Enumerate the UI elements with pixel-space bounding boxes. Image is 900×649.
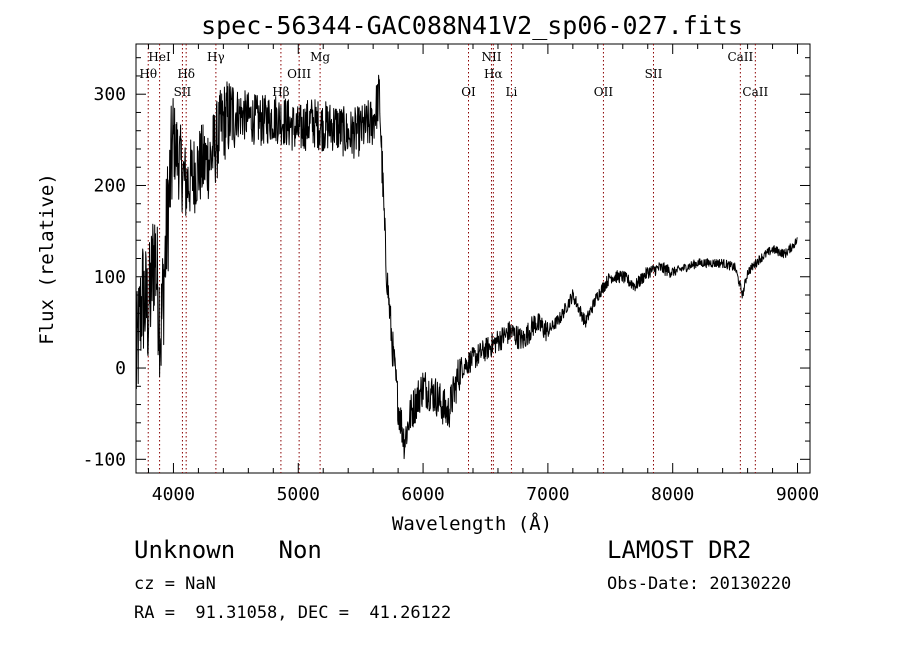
line-label: HeI xyxy=(148,50,171,64)
spectral-line-markers xyxy=(147,44,756,473)
line-label: OI xyxy=(461,85,476,99)
x-axis-ticks: 4000 5000 6000 7000 8000 9000 xyxy=(147,44,819,505)
x-tick-label: 6000 xyxy=(401,484,444,505)
line-label: OIII xyxy=(287,67,311,81)
y-axis-label: Flux (relative) xyxy=(36,173,58,345)
line-label: Hα xyxy=(484,67,503,81)
line-label: Hδ xyxy=(177,67,195,81)
y-tick-label: 200 xyxy=(93,175,126,196)
line-label: Hθ xyxy=(139,67,157,81)
spectrum-series xyxy=(135,74,798,460)
y-axis-ticks: -100 0 100 200 300 xyxy=(83,57,810,470)
x-tick-label: 7000 xyxy=(526,484,569,505)
line-label: CaII xyxy=(742,85,768,99)
line-label: Hγ xyxy=(207,50,225,64)
spectrum-line xyxy=(135,74,798,460)
x-tick-label: 8000 xyxy=(651,484,694,505)
x-tick-label: 4000 xyxy=(152,484,195,505)
observation-date: Obs-Date: 20130220 xyxy=(607,574,792,594)
x-tick-label: 5000 xyxy=(277,484,320,505)
line-label: NII xyxy=(481,50,501,64)
x-tick-label: 9000 xyxy=(776,484,819,505)
line-label: OII xyxy=(594,85,614,99)
y-tick-label: 100 xyxy=(93,267,126,288)
spectrum-chart: spec-56344-GAC088N41V2_sp06-027.fits HθH… xyxy=(36,11,819,535)
y-tick-label: 300 xyxy=(93,84,126,105)
y-tick-label: 0 xyxy=(115,358,126,379)
y-tick-label: -100 xyxy=(83,449,126,470)
line-label: CaII xyxy=(727,50,753,64)
chart-title: spec-56344-GAC088N41V2_sp06-027.fits xyxy=(201,11,743,40)
classification-text: Unknown Non xyxy=(134,536,322,564)
line-label: Hβ xyxy=(272,85,289,99)
line-label: SII xyxy=(645,67,663,81)
x-axis-label: Wavelength (Å) xyxy=(392,512,552,535)
line-label: Li xyxy=(506,85,518,99)
survey-name: LAMOST DR2 xyxy=(607,536,752,564)
line-label: Mg xyxy=(310,50,330,64)
coordinates-text: RA = 91.31058, DEC = 41.26122 xyxy=(134,603,452,623)
line-label: SII xyxy=(174,85,192,99)
redshift-text: cz = NaN xyxy=(134,574,216,594)
